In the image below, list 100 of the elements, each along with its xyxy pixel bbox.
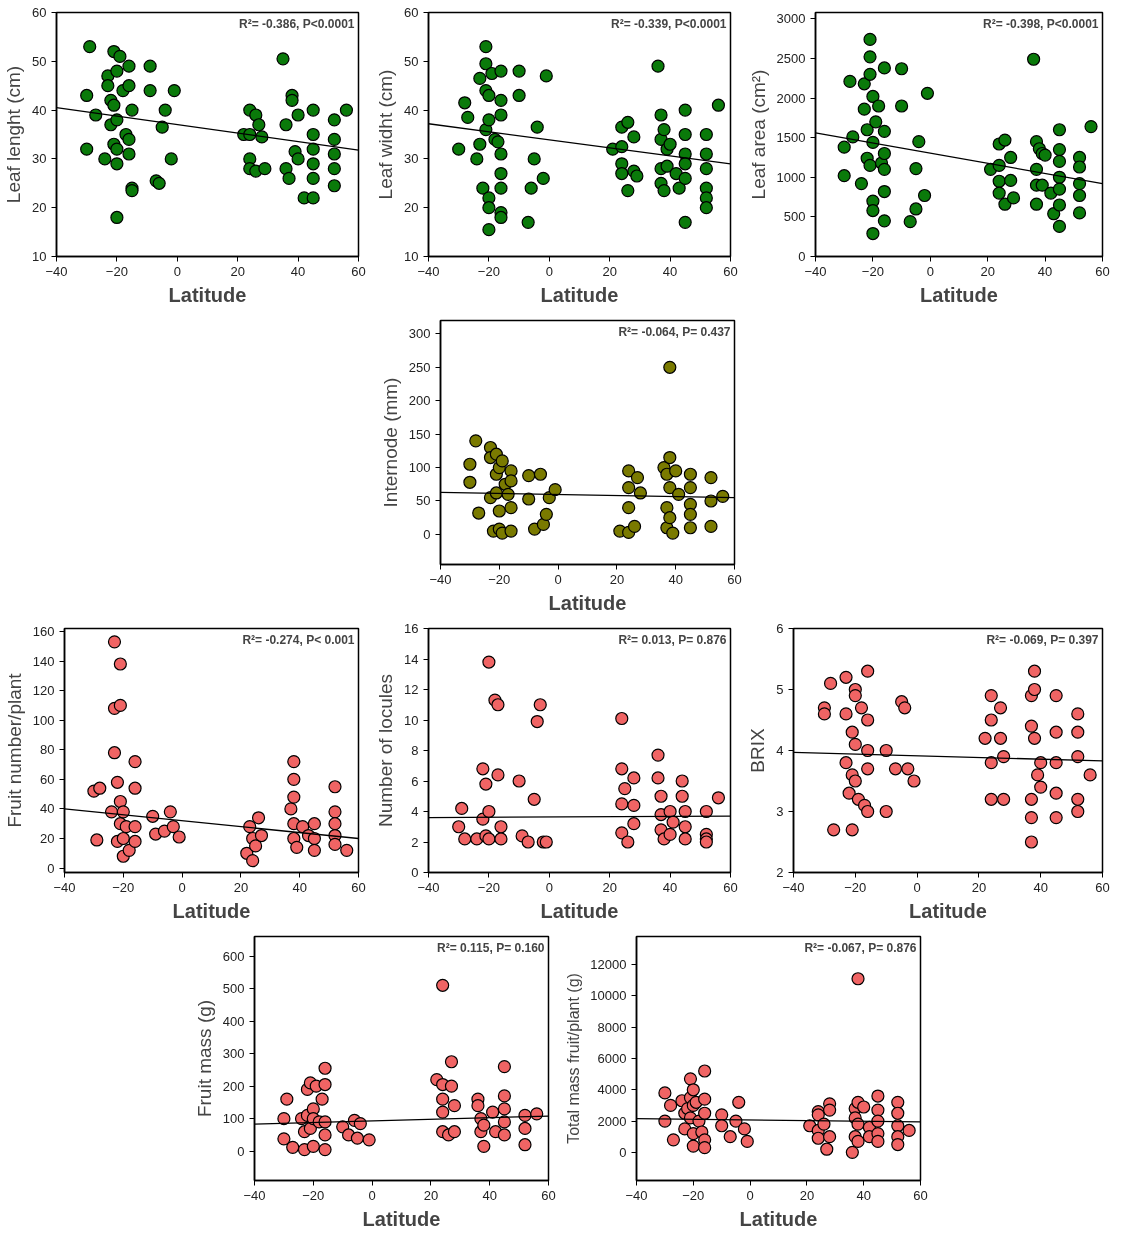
y-tick-label: 140 — [32, 653, 55, 669]
x-tick-label: 40 — [482, 1187, 497, 1203]
annotation: R²= 0.115, P= 0.160 — [437, 940, 545, 955]
x-tick-label: 40 — [662, 263, 678, 279]
y-tick-label: 14 — [404, 651, 419, 667]
annotation: R²= -0.064, P= 0.437 — [618, 324, 731, 339]
x-tick-label: −20 — [302, 1187, 325, 1203]
x-tick-label: −20 — [861, 263, 884, 279]
y-tick-label: 100 — [32, 712, 55, 728]
y-axis-title: Total mass fruit/plant (g) — [565, 973, 583, 1144]
x-tick-label: −40 — [243, 1187, 266, 1203]
y-tick-label: 0 — [411, 865, 419, 880]
x-tick-label: 60 — [1095, 263, 1110, 279]
y-tick-label: 3000 — [776, 11, 806, 27]
y-axis-title: Leaf widht (cm) — [375, 69, 397, 200]
x-tick-label: 0 — [368, 1187, 376, 1203]
x-tick-label: −20 — [844, 879, 867, 895]
x-tick-label: −20 — [105, 263, 128, 279]
y-tick-label: 20 — [404, 200, 419, 216]
x-tick-label: −40 — [804, 263, 827, 279]
x-tick-label: 40 — [1033, 879, 1048, 895]
y-tick-label: 40 — [32, 102, 47, 118]
y-tick-label: 4 — [411, 804, 419, 819]
y-tick-label: 200 — [408, 393, 431, 409]
y-tick-label: 50 — [32, 53, 47, 69]
x-tick-label: 20 — [980, 263, 995, 279]
annotation: R²= -0.339, P<0.0001 — [611, 16, 727, 31]
y-axis-title: Internode (mm) — [379, 377, 401, 508]
x-tick-label: 0 — [554, 571, 562, 587]
x-axis-title: Latitude — [548, 591, 627, 614]
y-tick-label: 300 — [408, 326, 431, 342]
x-tick-label: 40 — [292, 879, 307, 895]
x-tick-label: 0 — [913, 879, 921, 895]
y-tick-label: 8 — [411, 743, 419, 758]
y-tick-label: 6 — [411, 773, 419, 789]
y-tick-label: 60 — [32, 5, 47, 20]
y-axis-title: Leaf lenght (cm) — [3, 65, 25, 204]
x-tick-label: 0 — [173, 263, 181, 279]
annotation: R²= -0.386, P<0.0001 — [239, 16, 355, 31]
y-tick-label: 0 — [619, 1144, 627, 1160]
x-axis-title: Latitude — [168, 283, 247, 306]
y-tick-label: 1000 — [776, 169, 806, 185]
x-tick-label: 60 — [351, 263, 366, 279]
y-tick-label: 200 — [222, 1078, 245, 1094]
annotation: R²= -0.274, P< 0.001 — [242, 632, 355, 647]
x-tick-label: −20 — [112, 879, 135, 895]
y-tick-label: 150 — [408, 426, 431, 442]
y-tick-label: 400 — [222, 1013, 245, 1029]
x-tick-label: 60 — [913, 1187, 928, 1203]
x-tick-label: 40 — [662, 879, 678, 895]
y-tick-label: 300 — [222, 1046, 245, 1062]
annotation: R²= -0.398, P<0.0001 — [983, 16, 1099, 31]
x-tick-label: 40 — [290, 263, 306, 279]
annotation: R²= 0.013, P= 0.876 — [618, 632, 727, 647]
y-tick-label: 6 — [776, 621, 784, 636]
y-tick-label: 2 — [411, 834, 419, 850]
y-tick-label: 2000 — [776, 90, 806, 106]
x-tick-label: −40 — [625, 1187, 648, 1203]
x-axis-title: Latitude — [540, 899, 619, 922]
y-tick-label: 50 — [416, 493, 431, 509]
y-axis-title: Fruit number/plant — [3, 672, 25, 828]
x-tick-label: −20 — [477, 263, 500, 279]
x-tick-label: −20 — [682, 1187, 705, 1203]
x-tick-label: 60 — [727, 571, 742, 587]
y-axis-title: Fruit mass (g) — [193, 999, 215, 1118]
y-tick-label: 4 — [776, 743, 784, 758]
y-tick-label: 30 — [32, 151, 47, 167]
y-axis-title: Leaf area (cm²) — [747, 69, 769, 200]
y-tick-label: 2 — [776, 865, 784, 880]
y-tick-label: 8000 — [597, 1019, 627, 1035]
x-tick-label: 40 — [668, 571, 683, 587]
y-tick-label: 0 — [798, 249, 806, 264]
y-tick-label: 30 — [404, 151, 419, 167]
x-tick-label: 60 — [541, 1187, 556, 1203]
x-tick-label: −20 — [488, 571, 511, 587]
x-axis-title: Latitude — [909, 899, 987, 922]
x-tick-label: 0 — [178, 879, 186, 895]
x-tick-label: 0 — [545, 879, 553, 895]
y-tick-label: 50 — [404, 53, 419, 69]
x-tick-label: 0 — [746, 1187, 754, 1203]
y-tick-label: 500 — [783, 209, 806, 225]
x-tick-label: 40 — [1037, 263, 1053, 279]
y-tick-label: 40 — [404, 102, 419, 118]
y-tick-label: 4000 — [597, 1082, 627, 1098]
x-tick-label: 0 — [545, 263, 553, 279]
y-tick-label: 6000 — [597, 1051, 627, 1066]
y-tick-label: 20 — [40, 830, 55, 846]
x-tick-label: 0 — [926, 263, 934, 279]
y-tick-label: 80 — [40, 742, 55, 758]
x-tick-label: 60 — [351, 879, 366, 895]
x-tick-label: 20 — [971, 879, 987, 895]
y-tick-label: 0 — [237, 1143, 245, 1159]
y-axis-title: BRIX — [747, 728, 769, 773]
y-tick-label: 100 — [408, 460, 431, 476]
x-tick-label: 60 — [723, 879, 738, 895]
y-tick-label: 16 — [404, 621, 419, 636]
y-tick-label: 160 — [32, 623, 55, 639]
y-tick-label: 1500 — [776, 130, 806, 146]
y-tick-label: 0 — [423, 526, 431, 542]
y-tick-label: 20 — [32, 200, 47, 216]
